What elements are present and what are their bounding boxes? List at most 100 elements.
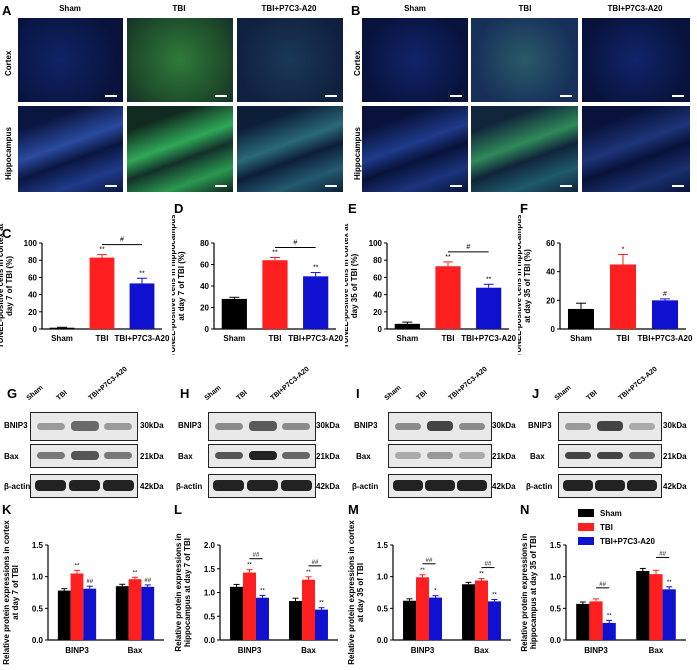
- y-axis-label-line: hippocampus at day 7 of TBI: [183, 538, 192, 647]
- bar: [651, 300, 679, 329]
- y-tick-label: 1.5: [32, 541, 44, 550]
- panel-letter-k: K: [2, 502, 12, 517]
- bar: [649, 574, 663, 640]
- y-axis-label-line: at day 35 of TBI: [356, 563, 365, 622]
- sig-bracket-label: ##: [426, 558, 433, 564]
- bar: [394, 323, 420, 329]
- y-tick-label: 1.0: [377, 573, 389, 582]
- bar: [255, 597, 269, 640]
- wb-lane-p7c3: TBI+P7C3-A20: [447, 365, 489, 402]
- wb-label-bax: Bax: [530, 452, 545, 461]
- panel-letter-h: H: [180, 386, 190, 401]
- y-tick-label: 100: [24, 239, 38, 248]
- panel-letter-m: M: [348, 502, 359, 517]
- x-tick-label: Sham: [396, 334, 418, 343]
- legend-swatch-p7c3: [578, 537, 594, 545]
- y-tick-label: 80: [28, 256, 37, 265]
- x-tick-label: BINP3: [65, 646, 89, 655]
- wb-label-bnip3: BNIP3: [528, 421, 552, 430]
- legend-swatch-tbi: [578, 523, 594, 531]
- panel-letter-l: L: [174, 502, 182, 517]
- significance-marker: **: [260, 588, 265, 594]
- y-tick-label: 100: [369, 239, 383, 248]
- bar: [289, 601, 303, 640]
- y-axis-label-line: day 35 of TBI (%): [350, 253, 359, 318]
- wb-label-actin: β-actin: [4, 482, 31, 491]
- panel-letter-e: E: [348, 201, 357, 216]
- wb-label-bnip3: BNIP3: [178, 421, 202, 430]
- bar: [314, 609, 328, 640]
- y-tick-label: 0.5: [32, 604, 44, 613]
- scale-bar: [560, 95, 572, 97]
- wb-lane-tbi: TBI: [415, 389, 429, 402]
- bar: [475, 580, 488, 640]
- micro-b-col-p7c3: TBI+P7C3-A20: [607, 4, 663, 13]
- y-axis-label-line: at day 7 of TBI (%): [177, 251, 186, 321]
- micro-a-cortex-p7c3: [237, 18, 343, 102]
- sig-bracket-label: #: [120, 237, 124, 244]
- x-tick-label: Sham: [51, 334, 73, 343]
- wb-label-bnip3: BNIP3: [4, 421, 28, 430]
- significance-marker: ##: [144, 578, 151, 584]
- bar: [576, 603, 590, 640]
- wb-lane-p7c3: TBI+P7C3-A20: [269, 365, 311, 402]
- legend: Sham TBI TBI+P7C3-A20: [578, 506, 655, 548]
- panel-letter-f: F: [520, 201, 528, 216]
- x-tick-label: Bax: [474, 646, 489, 655]
- y-tick-label: 60: [28, 273, 37, 282]
- y-axis-label-line: at day 35 of TBI (%): [523, 249, 532, 323]
- wb-lane-sham: Sham: [383, 384, 403, 402]
- y-tick-label: 1.5: [377, 541, 389, 550]
- wb-kda-42: 42kDa: [316, 482, 340, 491]
- wb-i: Sham TBI TBI+P7C3-A20 BNIP3 Bax β-actin …: [350, 366, 526, 500]
- wb-label-bax: Bax: [178, 452, 193, 461]
- bar: [589, 601, 603, 640]
- wb-label-actin: β-actin: [526, 482, 553, 491]
- y-tick-label: 80: [200, 239, 209, 248]
- y-axis-label: Relative protein expressions in hippocamp…: [174, 533, 192, 651]
- bar: [262, 260, 288, 329]
- significance-marker: **: [492, 592, 497, 598]
- micro-b-hippo-sham: [362, 106, 468, 192]
- wb-j: Sham TBI TBI+P7C3-A20 BNIP3 Bax β-actin …: [526, 366, 697, 500]
- wb-kda-30: 30kDa: [140, 421, 164, 430]
- significance-marker: **: [667, 580, 672, 586]
- x-tick-label: TBI: [617, 334, 630, 343]
- y-axis-label-line: Relative protein expressions in cortex: [2, 520, 11, 665]
- sig-bracket-label: ##: [312, 560, 319, 566]
- micro-b-col-sham: Sham: [404, 4, 426, 13]
- micro-b-cortex-sham: [362, 18, 468, 102]
- y-axis-label-line: TUNEL-positive cells in cortex at: [0, 223, 5, 348]
- bar: [487, 601, 501, 640]
- significance-marker: **: [139, 270, 145, 277]
- bar: [70, 573, 84, 640]
- wb-blot-bax: [558, 444, 662, 468]
- y-tick-label: 2.0: [204, 541, 216, 550]
- y-tick-label: 60: [373, 273, 382, 282]
- y-tick-label: 0: [205, 325, 210, 334]
- y-tick-label: 20: [200, 304, 209, 313]
- micro-a-cortex-tbi: [127, 18, 233, 102]
- significance-marker: **: [133, 570, 138, 576]
- bar: [89, 257, 115, 329]
- y-tick-label: 0.5: [377, 604, 389, 613]
- y-tick-label: 0.0: [204, 636, 216, 645]
- y-axis-label-line: Relative protein expressions in: [520, 533, 529, 651]
- wb-blot-actin: [208, 474, 316, 498]
- scale-bar: [672, 185, 684, 187]
- micro-a-row-cortex: Cortex: [4, 50, 13, 76]
- sig-bracket-label: #: [466, 244, 470, 251]
- bar: [49, 327, 75, 329]
- bar: [602, 622, 616, 640]
- micro-b-row-cortex: Cortex: [353, 50, 362, 76]
- significance-marker: **: [420, 568, 425, 574]
- wb-blot-bnip3: [208, 412, 316, 441]
- y-tick-label: 20: [28, 308, 37, 317]
- x-tick-label: TBI+P7C3-A20: [288, 334, 343, 343]
- significance-marker: #: [663, 291, 667, 298]
- y-axis-label-line: TUNEL-positive cells in hippocampus: [172, 215, 177, 355]
- wb-label-bax: Bax: [356, 452, 371, 461]
